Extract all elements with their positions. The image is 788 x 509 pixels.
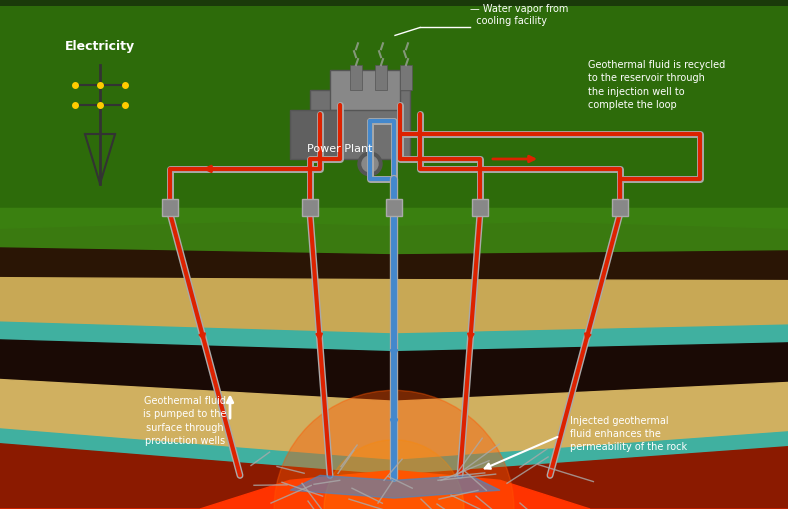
FancyBboxPatch shape [612,199,628,216]
FancyBboxPatch shape [350,65,362,90]
Polygon shape [0,340,788,401]
FancyBboxPatch shape [386,199,402,216]
Polygon shape [290,475,500,498]
FancyBboxPatch shape [330,70,400,109]
Text: Geothermal fluid
is pumped to the
surface through
production wells: Geothermal fluid is pumped to the surfac… [143,397,227,446]
Circle shape [362,156,378,172]
Text: Injected geothermal
fluid enhances the
permeability of the rock: Injected geothermal fluid enhances the p… [570,416,687,453]
Polygon shape [0,322,788,352]
FancyBboxPatch shape [472,199,488,216]
FancyBboxPatch shape [162,199,178,216]
FancyBboxPatch shape [400,65,412,90]
Text: Power Plant: Power Plant [307,144,373,154]
Polygon shape [0,6,788,218]
Polygon shape [0,204,788,263]
Circle shape [274,390,514,509]
FancyBboxPatch shape [290,109,340,159]
Polygon shape [0,380,788,461]
Polygon shape [0,208,788,228]
FancyBboxPatch shape [375,65,387,90]
FancyBboxPatch shape [302,199,318,216]
Polygon shape [200,470,590,509]
Text: Geothermal fluid is recycled
to the reservoir through
the injection well to
comp: Geothermal fluid is recycled to the rese… [588,60,725,110]
Polygon shape [0,199,788,273]
Text: Electricity: Electricity [65,40,135,53]
Circle shape [324,440,464,509]
Polygon shape [0,444,788,509]
Polygon shape [0,277,788,334]
Circle shape [358,152,382,176]
Polygon shape [0,248,788,280]
Text: — Water vapor from
  cooling facility: — Water vapor from cooling facility [470,4,568,25]
Polygon shape [0,429,788,475]
FancyBboxPatch shape [310,90,410,159]
